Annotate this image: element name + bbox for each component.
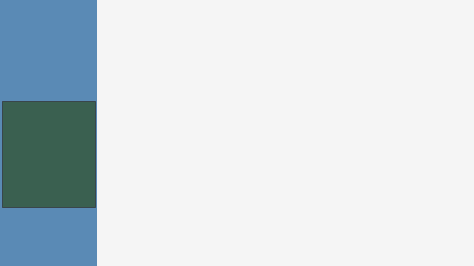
Text: $\mathit{,\ 2p^6}$: $\mathit{,\ 2p^6}$ <box>207 44 238 63</box>
Text: shell along with ns: shell along with ns <box>101 154 203 164</box>
Text: small energy difference. So for all practical: small energy difference. So for all prac… <box>101 102 337 112</box>
Text: electrons.: electrons. <box>101 206 155 217</box>
Bar <box>236 215 265 251</box>
Bar <box>111 215 136 251</box>
Text: $\mathit{Fe(26):}$: $\mathit{Fe(26):}$ <box>101 47 145 60</box>
Bar <box>273 40 337 70</box>
Bar <box>293 215 322 251</box>
Text: $4s^2$: $4s^2$ <box>114 258 133 266</box>
Text: $\mathit{,\ 3s^2}$: $\mathit{,\ 3s^2}$ <box>230 44 260 62</box>
Text: Unpaired e = 4: Unpaired e = 4 <box>342 196 420 206</box>
Text: purposes (n-1)d subshell serves as valence: purposes (n-1)d subshell serves as valen… <box>101 128 337 138</box>
Text: $\mathit{,\ 2s^2}$: $\mathit{,\ 2s^2}$ <box>184 44 214 62</box>
Text: Lone Pairs = 2: Lone Pairs = 2 <box>334 228 409 238</box>
Bar <box>134 123 162 144</box>
Text: $\mathit{,\ 3p^6}$: $\mathit{,\ 3p^6}$ <box>253 44 284 63</box>
Text: $\mathit{,\ 3d^6}$: $\mathit{,\ 3d^6}$ <box>302 44 334 62</box>
Text: $\mathit{1s^2}$: $\mathit{1s^2}$ <box>163 45 183 61</box>
Text: EC of Transition Metal Atoms: EC of Transition Metal Atoms <box>136 13 428 31</box>
Bar <box>265 215 293 251</box>
Text: For TM atoms:  ns and (n-1)d orbitals have: For TM atoms: ns and (n-1)d orbitals hav… <box>101 76 334 86</box>
Bar <box>178 215 322 251</box>
Text: Fe : Both 4s and 3d electrons are valence: Fe : Both 4s and 3d electrons are valenc… <box>101 180 328 190</box>
Text: $3d^6$: $3d^6$ <box>240 258 261 266</box>
Text: $\mathit{,\ 4s^2}$: $\mathit{,\ 4s^2}$ <box>277 44 307 62</box>
Bar <box>178 215 207 251</box>
Bar <box>207 215 236 251</box>
